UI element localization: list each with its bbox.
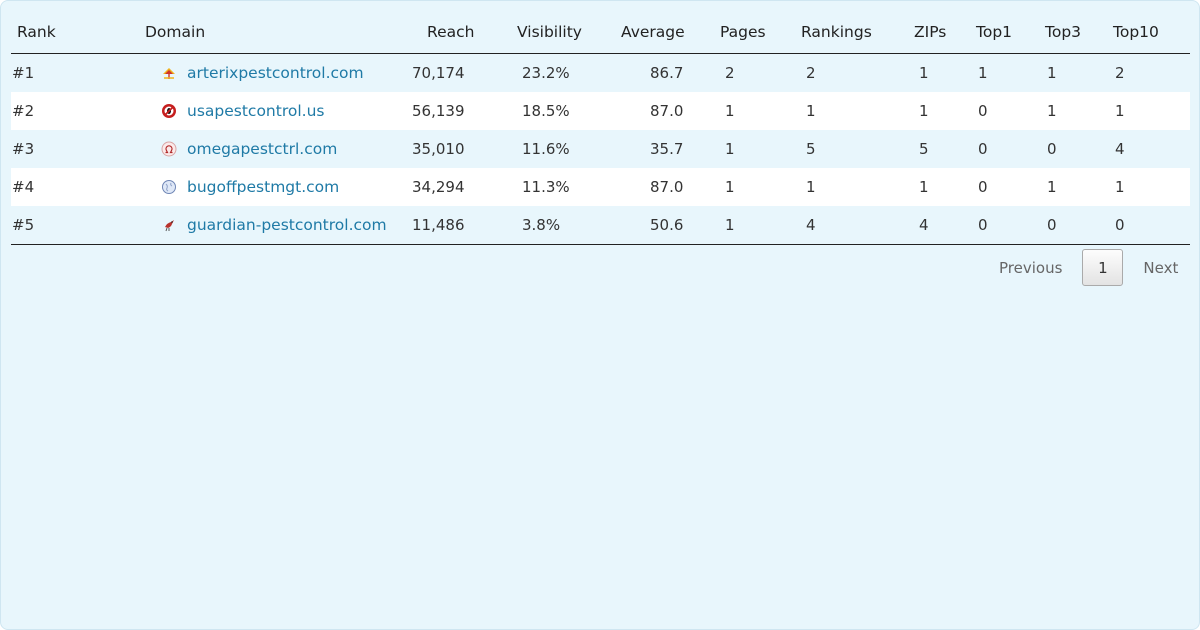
zips-cell: 5	[897, 130, 955, 168]
top1-cell: 0	[955, 130, 1024, 168]
top10-cell: 1	[1092, 92, 1190, 130]
col-header-pages[interactable]: Pages	[701, 11, 781, 54]
top3-cell: 1	[1024, 53, 1092, 92]
reach-cell: 11,486	[408, 206, 500, 245]
col-header-visibility[interactable]: Visibility	[500, 11, 602, 54]
rankings-cell: 5	[781, 130, 897, 168]
table-row: #5 guardian-pestcontrol.com 11,486 3.8% …	[11, 206, 1190, 245]
average-cell: 87.0	[602, 168, 701, 206]
visibility-cell: 11.3%	[500, 168, 602, 206]
average-cell: 35.7	[602, 130, 701, 168]
rank-cell: #4	[11, 168, 83, 206]
globe-icon	[161, 179, 177, 195]
bird-icon	[161, 217, 177, 233]
pages-cell: 1	[701, 92, 781, 130]
domain-link[interactable]: arterixpestcontrol.com	[187, 64, 364, 82]
average-cell: 86.7	[602, 53, 701, 92]
top3-cell: 0	[1024, 130, 1092, 168]
rankings-cell: 2	[781, 53, 897, 92]
top1-cell: 1	[955, 53, 1024, 92]
top10-cell: 4	[1092, 130, 1190, 168]
table-row: #2 usapestcontrol.us 56,139 18.5% 87.0 1…	[11, 92, 1190, 130]
col-header-top3[interactable]: Top3	[1024, 11, 1092, 54]
no-bug-icon	[161, 103, 177, 119]
table-body: #1 arterixpestcontrol.com 70,174 23.2% 8…	[11, 53, 1190, 245]
table-header: Rank Domain Reach Visibility Average Pag…	[11, 11, 1190, 54]
table-row: #3 omegapestctrl.com 35,010 11.6% 35.7 1…	[11, 130, 1190, 168]
col-header-average[interactable]: Average	[602, 11, 701, 54]
domain-link[interactable]: guardian-pestcontrol.com	[187, 216, 387, 234]
visibility-cell: 11.6%	[500, 130, 602, 168]
rank-cell: #5	[11, 206, 83, 245]
col-header-rank[interactable]: Rank	[11, 11, 83, 54]
top10-cell: 0	[1092, 206, 1190, 245]
domain-link[interactable]: bugoffpestmgt.com	[187, 178, 340, 196]
rankings-cell: 1	[781, 168, 897, 206]
domain-cell-inner: bugoffpestmgt.com	[83, 178, 408, 196]
omega-logo-icon	[161, 141, 177, 157]
domain-cell: guardian-pestcontrol.com	[83, 206, 408, 245]
top10-cell: 1	[1092, 168, 1190, 206]
zips-cell: 1	[897, 92, 955, 130]
pagination: Previous 1 Next	[981, 249, 1178, 286]
domain-cell-inner: guardian-pestcontrol.com	[83, 216, 408, 234]
table-row: #4 bugoffpestmgt.com 34,294 11.3% 87.0 1…	[11, 168, 1190, 206]
rank-cell: #3	[11, 130, 83, 168]
col-header-top10[interactable]: Top10	[1092, 11, 1190, 54]
domain-link[interactable]: usapestcontrol.us	[187, 102, 325, 120]
domain-cell: omegapestctrl.com	[83, 130, 408, 168]
col-header-reach[interactable]: Reach	[408, 11, 500, 54]
reach-cell: 34,294	[408, 168, 500, 206]
page-1-button[interactable]: 1	[1082, 249, 1124, 286]
rank-cell: #2	[11, 92, 83, 130]
pages-cell: 1	[701, 130, 781, 168]
pages-cell: 1	[701, 168, 781, 206]
visibility-cell: 23.2%	[500, 53, 602, 92]
col-header-rankings[interactable]: Rankings	[781, 11, 897, 54]
col-header-top1[interactable]: Top1	[955, 11, 1024, 54]
zips-cell: 4	[897, 206, 955, 245]
domain-cell-inner: usapestcontrol.us	[83, 102, 408, 120]
top1-cell: 0	[955, 92, 1024, 130]
reach-cell: 70,174	[408, 53, 500, 92]
reach-cell: 56,139	[408, 92, 500, 130]
previous-button[interactable]: Previous	[999, 258, 1063, 277]
domain-link[interactable]: omegapestctrl.com	[187, 140, 338, 158]
domain-cell: usapestcontrol.us	[83, 92, 408, 130]
domain-cell-inner: omegapestctrl.com	[83, 140, 408, 158]
average-cell: 87.0	[602, 92, 701, 130]
top1-cell: 0	[955, 168, 1024, 206]
top3-cell: 0	[1024, 206, 1092, 245]
col-header-domain[interactable]: Domain	[83, 11, 408, 54]
visibility-cell: 18.5%	[500, 92, 602, 130]
rank-cell: #1	[11, 53, 83, 92]
table-row: #1 arterixpestcontrol.com 70,174 23.2% 8…	[11, 53, 1190, 92]
col-header-zips[interactable]: ZIPs	[897, 11, 955, 54]
umbrella-icon	[161, 65, 177, 81]
top1-cell: 0	[955, 206, 1024, 245]
next-button[interactable]: Next	[1143, 258, 1179, 277]
average-cell: 50.6	[602, 206, 701, 245]
rankings-cell: 1	[781, 92, 897, 130]
rankings-table: Rank Domain Reach Visibility Average Pag…	[11, 11, 1190, 245]
reach-cell: 35,010	[408, 130, 500, 168]
rankings-cell: 4	[781, 206, 897, 245]
domain-cell: bugoffpestmgt.com	[83, 168, 408, 206]
top10-cell: 2	[1092, 53, 1190, 92]
visibility-cell: 3.8%	[500, 206, 602, 245]
zips-cell: 1	[897, 53, 955, 92]
zips-cell: 1	[897, 168, 955, 206]
domain-cell: arterixpestcontrol.com	[83, 53, 408, 92]
pages-cell: 2	[701, 53, 781, 92]
domain-cell-inner: arterixpestcontrol.com	[83, 64, 408, 82]
top3-cell: 1	[1024, 168, 1092, 206]
top3-cell: 1	[1024, 92, 1092, 130]
pages-cell: 1	[701, 206, 781, 245]
